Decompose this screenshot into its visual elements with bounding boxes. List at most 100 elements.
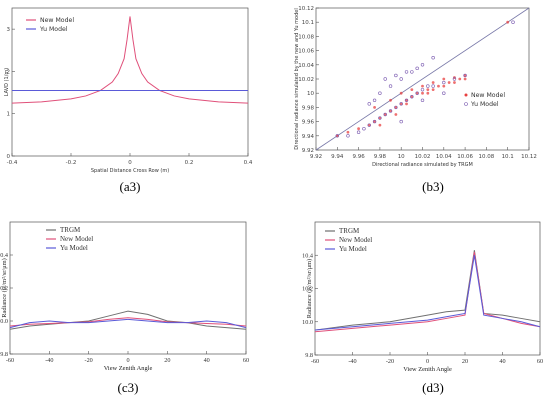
scatter-point-yu-model xyxy=(442,80,446,85)
legend-label: New Model xyxy=(339,236,372,244)
legend-entry: Yu Model xyxy=(325,245,367,253)
x-tick-label: 0 xyxy=(126,357,129,364)
scatter-point-new-model xyxy=(458,77,462,81)
scatter-point-yu-model xyxy=(372,119,377,124)
x-tick-label: 40 xyxy=(499,358,505,365)
legend-entry: Yu Model xyxy=(46,244,88,252)
scatter-point-new-model xyxy=(389,98,392,102)
scatter-point-yu-model xyxy=(426,84,430,88)
scatter-point-yu-model xyxy=(511,20,515,24)
x-tick-label: 9.98 xyxy=(374,154,387,160)
y-tick-label: 10.4 xyxy=(0,252,8,259)
y-tick-label: 2 xyxy=(7,69,11,75)
scatter-point-yu-model xyxy=(399,77,403,81)
x-tick-label: 9.92 xyxy=(310,154,322,160)
x-tick-label: -40 xyxy=(348,358,356,365)
scatter-point-new-model xyxy=(357,127,360,131)
legend-label: New Model xyxy=(60,235,93,243)
x-tick-label: 60 xyxy=(537,358,543,365)
chart-panel-1: -0.4 -0.2 0 0.2 0.4 0 1 2 3 Spatial Distance Cros… xyxy=(4,7,253,194)
y-tick-label: 10 xyxy=(307,91,314,97)
x-tick-label: -0.4 xyxy=(7,160,18,166)
x-tick-label: 10 xyxy=(398,154,405,160)
y-tick-label: 10.04 xyxy=(298,63,314,69)
scatter-point-yu-model xyxy=(383,112,387,117)
y-tick-label: 10.02 xyxy=(298,77,314,83)
scatter-point-yu-model xyxy=(420,98,425,103)
chart-panel-4: -60 -40 -20 0 20 40 60 9.8 10.0 10.2 10.4 View Zeni… xyxy=(302,221,543,395)
series-line-new-model xyxy=(11,16,249,104)
legend-entry: New Model xyxy=(325,236,372,244)
scatter-point-new-model xyxy=(335,134,339,138)
x-tick-label: -40 xyxy=(45,357,53,364)
y-axis-label: Radiance (w/m²/sr/μm) xyxy=(306,259,313,318)
scatter-point-new-model xyxy=(405,102,408,106)
legend-label: TRGM xyxy=(60,226,81,234)
scatter-point-yu-model xyxy=(378,91,382,95)
y-tick-label: 10.06 xyxy=(298,49,314,55)
y-tick-label: 9.98 xyxy=(302,105,315,111)
x-tick-label: 10.02 xyxy=(415,154,431,160)
scatter-point-new-model xyxy=(426,91,430,95)
one-to-one-line xyxy=(315,7,530,151)
scatter-point-yu-model xyxy=(399,102,403,106)
panel-label: (d3) xyxy=(422,380,444,395)
scatter-point-yu-model xyxy=(442,91,446,95)
x-tick-label: 10.04 xyxy=(436,154,452,160)
scatter-point-yu-model xyxy=(388,84,393,88)
x-tick-label: 60 xyxy=(243,357,249,364)
x-tick-label: 0 xyxy=(426,358,429,365)
y-tick-label: 9.96 xyxy=(302,120,315,126)
scatter-point-new-model xyxy=(463,74,467,77)
x-axis-label: Spatial Distance Cross Row (m) xyxy=(91,168,169,174)
y-tick-label: 10.12 xyxy=(298,6,314,12)
legend-label: New Model xyxy=(471,92,505,99)
scatter-point-yu-model xyxy=(367,123,371,127)
scatter-point-new-model xyxy=(437,84,440,88)
scatter-point-yu-model xyxy=(452,77,457,81)
legend-label: TRGM xyxy=(339,227,360,235)
scatter-point-yu-model xyxy=(420,63,425,67)
x-tick-label: -60 xyxy=(6,357,14,364)
scatter-point-yu-model xyxy=(410,70,414,74)
scatter-point-new-model xyxy=(383,113,387,116)
x-tick-label: 0.4 xyxy=(244,160,253,166)
scatter-point-yu-model xyxy=(463,73,467,78)
legend-label: Yu Model xyxy=(470,101,499,108)
scatter-point-yu-model xyxy=(335,134,339,138)
scatter-point-new-model xyxy=(453,81,456,84)
x-tick-label: 20 xyxy=(164,357,170,364)
y-tick-label: 10.4 xyxy=(302,252,313,259)
scatter-point-new-model xyxy=(389,109,392,113)
series-line-yu-model xyxy=(314,255,541,331)
panel-label: (c3) xyxy=(118,380,139,395)
legend-label: Yu Model xyxy=(60,244,88,252)
legend-entry: New Model xyxy=(464,92,505,99)
x-tick-label: 10.08 xyxy=(479,154,495,160)
legend-entry: TRGM xyxy=(325,227,360,235)
scatter-point-new-model xyxy=(394,106,398,109)
scatter-point-new-model xyxy=(410,88,414,92)
scatter-point-new-model xyxy=(346,130,350,134)
y-tick-label: 10.1 xyxy=(302,20,314,26)
series-line-trgm xyxy=(314,250,541,331)
scatter-point-yu-model xyxy=(404,98,409,103)
x-tick-label: 40 xyxy=(204,357,210,364)
scatter-point-new-model xyxy=(431,88,435,92)
scatter-point-new-model xyxy=(426,88,430,92)
scatter-point-new-model xyxy=(399,102,403,106)
x-tick-label: 9.96 xyxy=(352,154,365,160)
legend-marker xyxy=(464,93,468,97)
y-tick-label: 10.2 xyxy=(0,285,8,292)
scatter-point-yu-model xyxy=(404,70,409,74)
y-tick-label: 10.2 xyxy=(302,286,313,293)
y-tick-label: 0 xyxy=(7,154,11,160)
series-line-new-model xyxy=(314,251,541,333)
panel-label: (a3) xyxy=(120,179,141,194)
scatter-point-yu-model xyxy=(362,126,366,131)
y-tick-label: 9.8 xyxy=(305,352,313,359)
scatter-point-yu-model xyxy=(431,55,435,60)
x-tick-label: -0.2 xyxy=(66,160,77,166)
legend-label: New Model xyxy=(40,17,74,24)
